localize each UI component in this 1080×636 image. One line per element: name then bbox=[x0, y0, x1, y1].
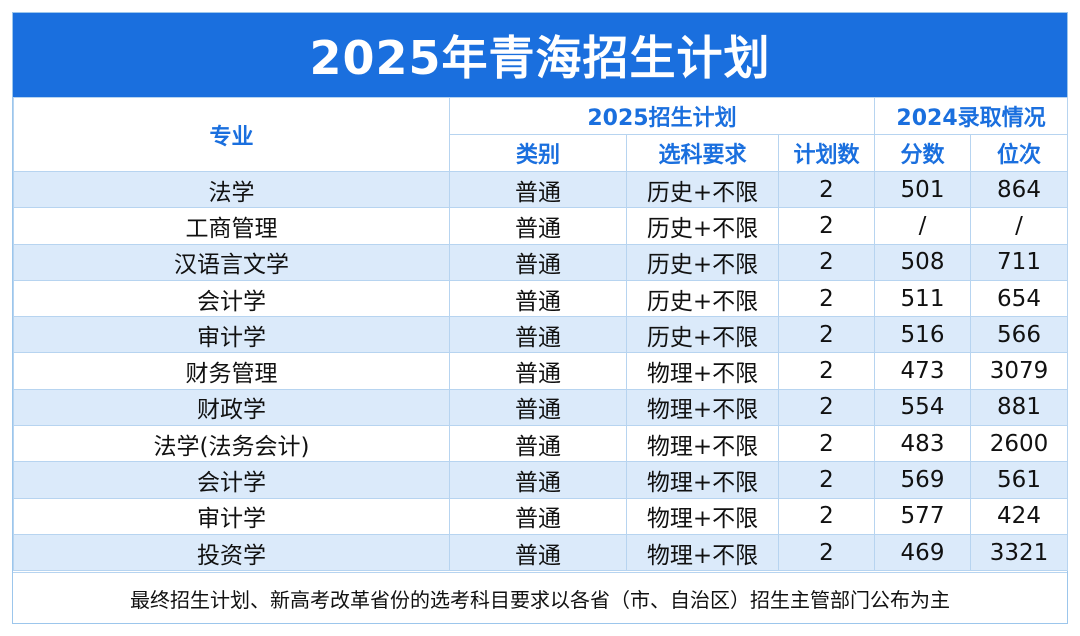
cell-subject-req: 物理+不限 bbox=[626, 533, 779, 572]
cell-rank: 566 bbox=[969, 316, 1069, 354]
admission-plan-document: 2025年青海招生计划 专业 2025招生计划 2024录取情况 类别 选科要求… bbox=[12, 12, 1069, 624]
cell-rank: 654 bbox=[969, 279, 1069, 318]
cell-category: 普通 bbox=[449, 461, 627, 499]
cell-plan-count: 2 bbox=[778, 461, 875, 499]
table-row: 法学 普通 历史+不限 2 501 864 bbox=[13, 170, 1069, 209]
table-row: 工商管理 普通 历史+不限 2// bbox=[13, 207, 1069, 245]
table-row: 法学(法务会计) 普通 物理+不限 2 483 2600 bbox=[13, 425, 1069, 463]
cell-plan-count: 2 bbox=[778, 425, 875, 463]
cell-subject-req: 物理+不限 bbox=[626, 388, 779, 427]
cell-category: 普通 bbox=[449, 207, 627, 245]
cell-rank: 3079 bbox=[969, 352, 1069, 390]
cell-category: 普通 bbox=[449, 352, 627, 390]
header-plan-count: 计划数 bbox=[778, 134, 875, 172]
cell-score: 577 bbox=[874, 497, 971, 535]
cell-plan-count: 2 bbox=[778, 279, 875, 318]
cell-score: 473 bbox=[874, 352, 971, 390]
cell-score: 469 bbox=[874, 533, 971, 572]
cell-subject-req: 历史+不限 bbox=[626, 279, 779, 318]
cell-subject-req: 历史+不限 bbox=[626, 170, 779, 209]
cell-plan-count: 2 bbox=[778, 388, 875, 427]
cell-major: 审计学 bbox=[13, 497, 450, 535]
cell-rank: / bbox=[969, 207, 1069, 245]
cell-score: 569 bbox=[874, 461, 971, 499]
cell-score: 516 bbox=[874, 316, 971, 354]
header-row-columns: 类别 选科要求 计划数 分数 位次 bbox=[14, 134, 1069, 172]
table-row: 会计学 普通 历史+不限 2 511 654 bbox=[13, 279, 1069, 318]
cell-score: 508 bbox=[874, 243, 971, 281]
table-row: 汉语言文学 普通 历史+不限 2 508 711 bbox=[13, 243, 1069, 281]
table-row: 财政学 普通 物理+不限 2 554 881 bbox=[13, 388, 1069, 427]
cell-score: 501 bbox=[874, 170, 971, 209]
cell-rank: 424 bbox=[969, 497, 1069, 535]
cell-major: 会计学 bbox=[13, 279, 450, 318]
footer-note: 最终招生计划、新高考改革省份的选考科目要求以各省（市、自治区）招生主管部门公布为… bbox=[13, 572, 1067, 623]
header-admit-group: 2024录取情况 bbox=[873, 97, 1069, 135]
header-score: 分数 bbox=[874, 134, 971, 172]
cell-category: 普通 bbox=[449, 388, 627, 427]
cell-category: 普通 bbox=[449, 243, 627, 281]
admission-plan-table: 专业 2025招生计划 2024录取情况 类别 选科要求 计划数 分数 位次 法… bbox=[13, 97, 1069, 572]
table-row: 会计学 普通 物理+不限 2 569 561 bbox=[13, 461, 1069, 499]
cell-category: 普通 bbox=[449, 533, 627, 572]
header-plan-group: 2025招生计划 bbox=[449, 97, 875, 135]
cell-plan-count: 2 bbox=[778, 497, 875, 535]
header-category: 类别 bbox=[449, 134, 627, 172]
cell-rank: 3321 bbox=[969, 533, 1069, 572]
cell-category: 普通 bbox=[449, 497, 627, 535]
cell-major: 财政学 bbox=[13, 388, 450, 427]
cell-major: 审计学 bbox=[13, 316, 450, 354]
table-row: 审计学 普通 物理+不限 2 577 424 bbox=[13, 497, 1069, 535]
cell-plan-count: 2 bbox=[778, 243, 875, 281]
cell-subject-req: 历史+不限 bbox=[626, 243, 779, 281]
header-subject-req: 选科要求 bbox=[626, 134, 779, 172]
cell-subject-req: 物理+不限 bbox=[626, 425, 779, 463]
cell-category: 普通 bbox=[449, 316, 627, 354]
header-row-group: 专业 2025招生计划 2024录取情况 bbox=[13, 97, 1069, 172]
cell-rank: 2600 bbox=[969, 425, 1069, 463]
cell-plan-count: 2 bbox=[778, 352, 875, 390]
cell-major: 法学(法务会计) bbox=[13, 425, 450, 463]
cell-subject-req: 物理+不限 bbox=[626, 461, 779, 499]
cell-score: / bbox=[874, 207, 971, 245]
cell-subject-req: 历史+不限 bbox=[626, 207, 779, 245]
cell-score: 554 bbox=[874, 388, 971, 427]
cell-plan-count: 2 bbox=[778, 170, 875, 209]
cell-major: 会计学 bbox=[13, 461, 450, 499]
cell-major: 法学 bbox=[13, 170, 450, 209]
cell-major: 汉语言文学 bbox=[13, 243, 450, 281]
cell-major: 工商管理 bbox=[13, 207, 450, 245]
table-row: 投资学 普通 物理+不限 2 469 3321 bbox=[13, 533, 1069, 572]
table-row: 财务管理 普通 物理+不限 2 473 3079 bbox=[13, 352, 1069, 390]
cell-rank: 881 bbox=[969, 388, 1069, 427]
cell-subject-req: 物理+不限 bbox=[626, 352, 779, 390]
cell-rank: 561 bbox=[969, 461, 1069, 499]
table-row: 审计学 普通 历史+不限 2 516 566 bbox=[13, 316, 1069, 354]
header-rank: 位次 bbox=[969, 134, 1069, 172]
cell-category: 普通 bbox=[449, 170, 627, 209]
cell-subject-req: 物理+不限 bbox=[626, 497, 779, 535]
header-major: 专业 bbox=[13, 97, 450, 172]
cell-score: 511 bbox=[874, 279, 971, 318]
cell-rank: 864 bbox=[969, 170, 1069, 209]
cell-rank: 711 bbox=[969, 243, 1069, 281]
cell-major: 投资学 bbox=[13, 533, 450, 572]
cell-plan-count: 2 bbox=[778, 533, 875, 572]
page-title: 2025年青海招生计划 bbox=[13, 13, 1067, 97]
cell-subject-req: 历史+不限 bbox=[626, 316, 779, 354]
cell-plan-count: 2 bbox=[778, 207, 875, 245]
cell-plan-count: 2 bbox=[778, 316, 875, 354]
cell-category: 普通 bbox=[449, 279, 627, 318]
cell-category: 普通 bbox=[449, 425, 627, 463]
cell-major: 财务管理 bbox=[13, 352, 450, 390]
cell-score: 483 bbox=[874, 425, 971, 463]
